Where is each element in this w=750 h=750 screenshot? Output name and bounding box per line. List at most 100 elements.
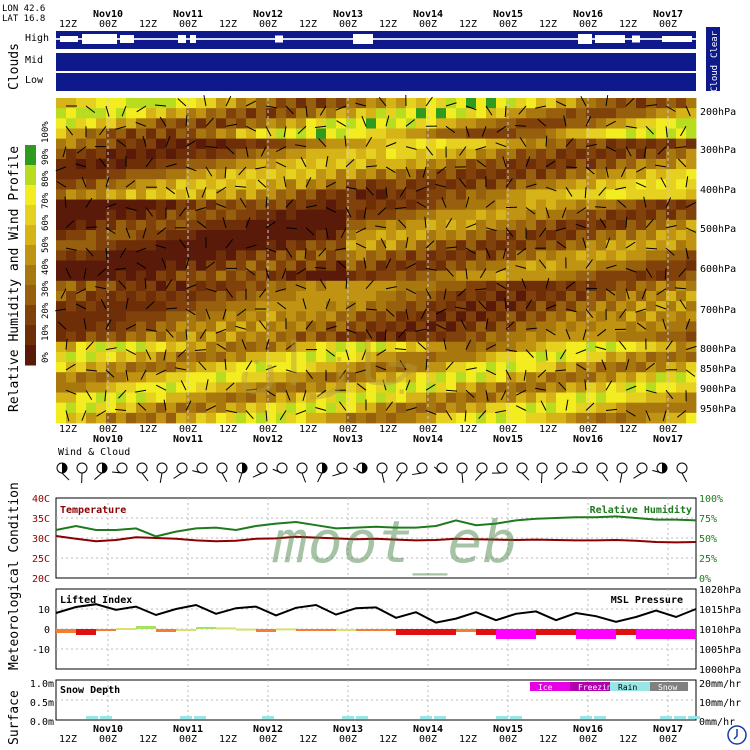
rh-cell	[256, 158, 267, 170]
rh-cell	[406, 412, 417, 424]
rh-cell	[76, 321, 87, 332]
wind-barb	[641, 288, 647, 300]
rh-cell	[386, 219, 397, 231]
wind-barb	[178, 207, 187, 217]
rh-cell	[476, 209, 487, 221]
rh-cell	[556, 189, 567, 200]
rh-cell	[476, 290, 487, 302]
rh-cell	[506, 189, 517, 200]
rh-cell	[396, 382, 407, 393]
wind-barb	[125, 369, 129, 381]
rh-cell	[406, 341, 417, 353]
rh-cell	[186, 260, 197, 272]
rh-cell	[146, 372, 157, 383]
rh-cell	[636, 158, 647, 170]
rh-cell	[516, 301, 527, 312]
rh-cell	[626, 169, 637, 180]
rh-cell	[286, 290, 297, 302]
rh-cell	[386, 108, 397, 119]
rh-cell	[56, 412, 67, 424]
rh-cell	[146, 280, 157, 292]
rh-cell	[466, 240, 477, 251]
rh-cell	[686, 118, 697, 129]
rh-cell	[556, 331, 567, 343]
wind-barb	[375, 365, 387, 371]
rh-cell	[286, 362, 297, 373]
rh-cell	[356, 128, 367, 140]
rh-cell	[326, 412, 337, 424]
rh-cell	[356, 270, 367, 282]
rh-cell	[626, 138, 637, 150]
wind-barb	[85, 197, 93, 208]
wind-barb	[425, 383, 436, 391]
rh-cell	[506, 341, 517, 353]
wind-barb	[65, 338, 68, 350]
rh-cell	[656, 290, 667, 302]
rh-cell	[506, 148, 517, 160]
rh-cell	[126, 301, 137, 312]
wind-barb	[225, 123, 237, 127]
legend-swatch	[25, 145, 36, 166]
wind-barb	[435, 183, 447, 188]
rh-cell	[286, 301, 297, 312]
rh-cell	[216, 260, 227, 272]
wind-barb	[518, 105, 527, 115]
profile-watermark: جازان	[240, 330, 421, 400]
wind-barb	[235, 325, 247, 330]
rh-cell	[476, 382, 487, 393]
wind-barb	[305, 105, 308, 117]
rh-cell	[136, 341, 147, 353]
rh-cell	[356, 260, 367, 272]
wind-barb	[145, 328, 157, 332]
rh-cell	[486, 240, 497, 251]
wind-barb	[85, 389, 93, 400]
wind-barb	[163, 349, 167, 361]
wind-barb	[465, 105, 477, 111]
station-wind-line	[252, 472, 263, 478]
rh-cell	[376, 412, 387, 424]
rh-cell	[446, 199, 457, 211]
wind-barb	[76, 146, 87, 154]
wind-barb	[325, 207, 337, 213]
rh-cell	[106, 402, 117, 414]
pressure-label: 400hPa	[700, 185, 736, 196]
rh-cell	[686, 219, 697, 231]
rh-cell	[156, 230, 167, 241]
rh-cell	[636, 209, 647, 221]
rh-cell	[626, 311, 637, 322]
station-wind-line	[461, 472, 464, 484]
rh-cell	[356, 321, 367, 332]
rh-cell	[336, 301, 347, 312]
rh-cell	[336, 341, 347, 353]
rh-cell	[536, 331, 547, 343]
rh-cell	[56, 128, 67, 140]
rh-cell	[666, 108, 677, 119]
rh-cell	[526, 128, 537, 140]
wind-barb	[405, 119, 415, 127]
wind-barb	[384, 329, 387, 341]
rh-cell	[76, 290, 87, 302]
wind-barb	[605, 264, 617, 269]
wind-barb	[625, 410, 636, 417]
wind-barb	[625, 288, 630, 300]
rh-cell	[376, 148, 387, 160]
rh-cell	[286, 402, 297, 414]
station-circle	[76, 462, 88, 474]
rh-cell	[336, 189, 347, 200]
rh-cell	[286, 240, 297, 251]
wind-barb	[465, 339, 472, 350]
wind-barb	[355, 102, 367, 107]
rh-cell	[676, 280, 687, 292]
wind-barb	[605, 237, 611, 249]
clock-hands-icon	[733, 729, 738, 740]
rh-cell	[666, 321, 677, 332]
li-bar	[116, 628, 136, 630]
rh-cell	[466, 148, 477, 160]
rh-cell	[276, 290, 287, 302]
rh-cell	[376, 108, 387, 119]
rh-cell	[296, 392, 307, 404]
rh-cell	[196, 372, 207, 383]
rh-cell	[246, 412, 257, 424]
rh-cell	[586, 250, 597, 261]
